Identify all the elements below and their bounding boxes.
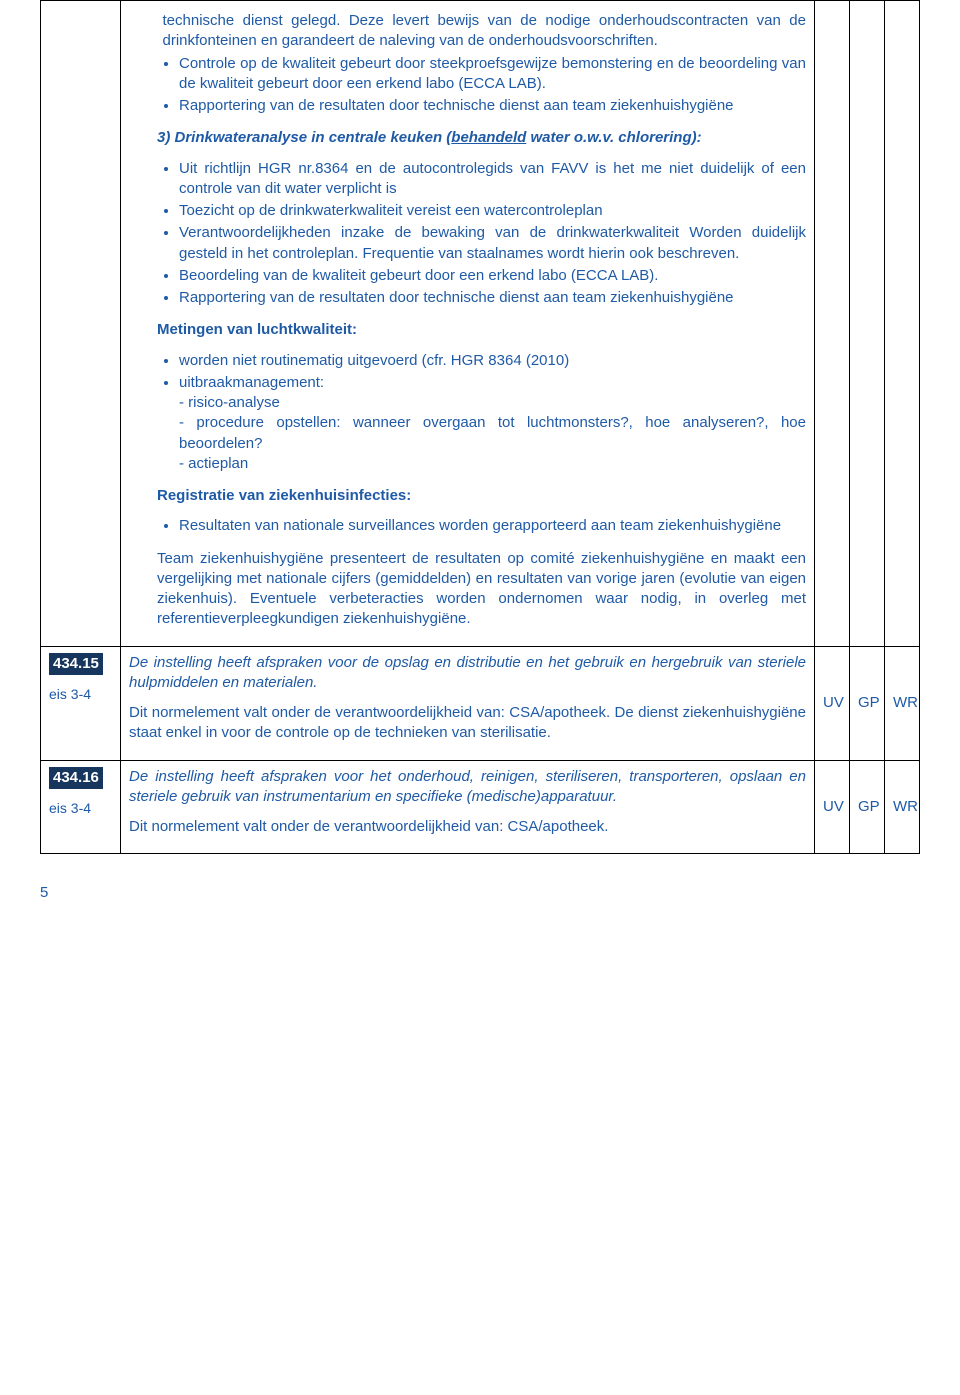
heading-metingen: Metingen van luchtkwaliteit:	[129, 320, 806, 340]
wr-cell: WR	[885, 646, 920, 760]
sub-line: - risico-analyse	[179, 394, 280, 411]
list-item: Uit richtlijn HGR nr.8364 en de autocont…	[179, 159, 806, 200]
uv-cell	[815, 1, 850, 647]
sub-line: - procedure opstellen: wanneer overgaan …	[179, 414, 806, 451]
gp-cell	[850, 1, 885, 647]
bullet-list: Resultaten van nationale surveillances w…	[129, 516, 806, 536]
table-row: technische dienst gelegd. Deze levert be…	[41, 1, 920, 647]
list-item: Rapportering van de resultaten door tech…	[179, 288, 806, 308]
body-cell: De instelling heeft afspraken voor het o…	[121, 760, 815, 854]
list-item: technische dienst gelegd. Deze levert be…	[163, 11, 807, 52]
heading-suffix: water o.w.v. chlorering):	[526, 129, 701, 146]
uv-cell: UV	[815, 760, 850, 854]
table-row: 434.15 eis 3-4 De instelling heeft afspr…	[41, 646, 920, 760]
list-item: worden niet routinematig uitgevoerd (cfr…	[179, 351, 806, 371]
document-page: technische dienst gelegd. Deze levert be…	[0, 0, 960, 941]
body-cell: De instelling heeft afspraken voor de op…	[121, 646, 815, 760]
list-item: Verantwoordelijkheden inzake de bewaking…	[179, 223, 806, 264]
id-cell: 434.15 eis 3-4	[41, 646, 121, 760]
gp-cell: GP	[850, 760, 885, 854]
body-cell: technische dienst gelegd. Deze levert be…	[121, 1, 815, 647]
eis-label: eis 3-4	[49, 685, 112, 704]
bullet-list: worden niet routinematig uitgevoerd (cfr…	[129, 351, 806, 475]
section-heading-3: 3) Drinkwateranalyse in centrale keuken …	[129, 128, 806, 148]
section-badge: 434.16	[49, 767, 103, 789]
table-row: 434.16 eis 3-4 De instelling heeft afspr…	[41, 760, 920, 854]
heading-underline: behandeld	[451, 129, 526, 146]
bullet-list: Uit richtlijn HGR nr.8364 en de autocont…	[129, 159, 806, 309]
gp-cell: GP	[850, 646, 885, 760]
sub-line: - actieplan	[179, 455, 248, 472]
page-number: 5	[40, 884, 920, 901]
eis-label: eis 3-4	[49, 799, 112, 818]
id-cell: 434.16 eis 3-4	[41, 760, 121, 854]
list-item: Controle op de kwaliteit gebeurt door st…	[179, 54, 806, 95]
section-badge: 434.15	[49, 653, 103, 675]
list-item: Toezicht op de drinkwaterkwaliteit verei…	[179, 201, 806, 221]
list-item: Beoordeling van de kwaliteit gebeurt doo…	[179, 266, 806, 286]
main-table: technische dienst gelegd. Deze levert be…	[40, 0, 920, 854]
heading-registratie: Registratie van ziekenhuisinfecties:	[129, 486, 806, 506]
id-cell	[41, 1, 121, 647]
bullet-list: technische dienst gelegd. Deze levert be…	[129, 11, 806, 116]
italic-paragraph: De instelling heeft afspraken voor de op…	[129, 653, 806, 694]
italic-paragraph: De instelling heeft afspraken voor het o…	[129, 767, 806, 808]
list-item: Resultaten van nationale surveillances w…	[179, 516, 806, 536]
list-item-head: uitbraakmanagement:	[179, 374, 324, 391]
closing-paragraph: Team ziekenhuishygiëne presenteert de re…	[129, 549, 806, 630]
wr-cell: WR	[885, 760, 920, 854]
wr-cell	[885, 1, 920, 647]
plain-paragraph: Dit normelement valt onder de verantwoor…	[129, 817, 806, 837]
list-item: Rapportering van de resultaten door tech…	[179, 96, 806, 116]
list-item: uitbraakmanagement: - risico-analyse - p…	[179, 373, 806, 474]
uv-cell: UV	[815, 646, 850, 760]
heading-prefix: 3) Drinkwateranalyse in centrale keuken …	[157, 129, 451, 146]
plain-paragraph: Dit normelement valt onder de verantwoor…	[129, 703, 806, 744]
